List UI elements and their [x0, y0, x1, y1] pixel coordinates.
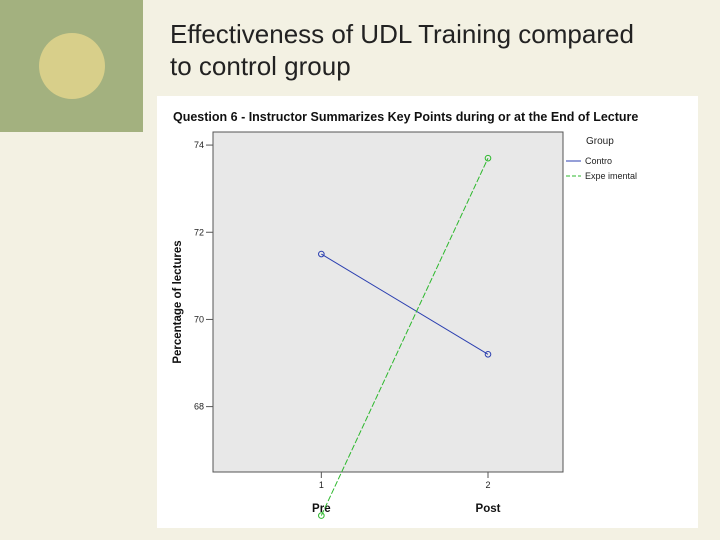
legend: Group Contro Expe imental	[566, 136, 637, 181]
series-layer	[318, 154, 492, 519]
series-line	[320, 157, 489, 516]
y-tick-label: 72	[194, 227, 204, 237]
y-tick-label: 68	[194, 402, 204, 412]
slide-title: Effectiveness of UDL Training compared t…	[170, 18, 710, 82]
data-point	[318, 250, 325, 258]
chart-panel: Question 6 - Instructor Summarizes Key P…	[157, 96, 698, 528]
y-ticks: 68 70 72 74	[194, 140, 213, 412]
slide-title-line-1: Effectiveness of UDL Training compared	[170, 19, 634, 49]
data-point	[484, 154, 492, 162]
data-point	[318, 512, 325, 519]
y-tick-label: 70	[194, 314, 204, 324]
circle-decoration	[39, 33, 105, 99]
legend-title: Group	[586, 136, 614, 147]
y-tick-label: 74	[194, 140, 204, 150]
x-tick-label: 2	[485, 480, 490, 490]
data-point	[484, 351, 492, 358]
chart-title: Question 6 - Instructor Summarizes Key P…	[173, 110, 638, 124]
legend-entry: Contro	[585, 156, 612, 166]
plot-area	[212, 131, 564, 473]
y-axis-label: Percentage of lectures	[172, 240, 184, 363]
slide-title-line-2: to control group	[170, 51, 351, 81]
legend-entry: Expe imental	[585, 171, 637, 181]
x-tick-label: 1	[319, 480, 324, 490]
x-category-label: Post	[476, 503, 501, 515]
line-chart: Question 6 - Instructor Summarizes Key P…	[172, 110, 638, 519]
series-line	[321, 253, 489, 355]
